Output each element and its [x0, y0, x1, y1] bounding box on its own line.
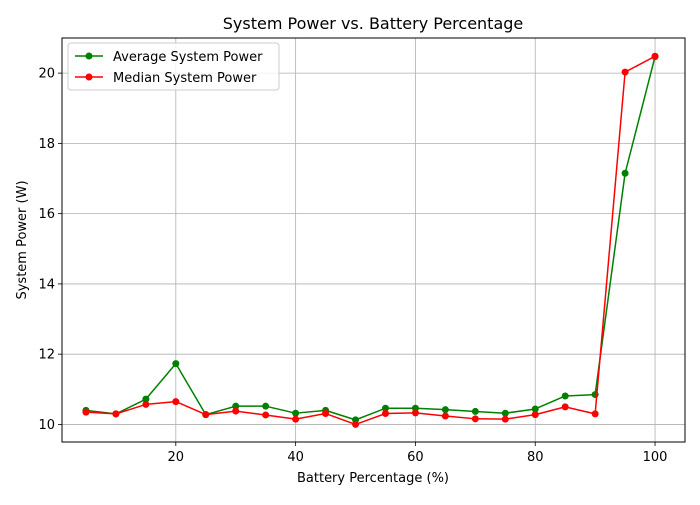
data-point-average [621, 169, 629, 177]
data-point-median [651, 52, 659, 60]
y-tick-label: 14 [38, 277, 55, 292]
x-tick-label: 40 [287, 450, 304, 465]
data-point-median [292, 415, 300, 423]
legend-label-median: Median System Power [113, 71, 257, 86]
data-point-median [531, 411, 539, 419]
y-tick-label: 18 [38, 137, 55, 152]
legend-box [67, 42, 280, 91]
x-axis-label: Battery Percentage (%) [297, 471, 449, 486]
data-point-median [352, 420, 360, 428]
data-point-average [292, 409, 300, 417]
legend-marker-median [85, 73, 93, 81]
plot-frame [61, 37, 686, 443]
data-point-median [142, 400, 150, 408]
data-point-average [471, 407, 479, 415]
y-axis-label: System Power (W) [15, 180, 30, 299]
legend: Average System Power Median System Power [67, 42, 280, 91]
data-point-average [531, 405, 539, 413]
y-tick-label: 16 [38, 207, 55, 222]
x-tick-label: 20 [168, 450, 185, 465]
data-point-average [142, 395, 150, 403]
series-lines [82, 52, 659, 428]
legend-marker-average [85, 52, 93, 60]
data-point-median [621, 68, 629, 76]
data-point-average [441, 406, 449, 414]
data-point-median [202, 411, 210, 419]
data-point-median [172, 398, 180, 406]
data-point-average [232, 402, 240, 410]
data-point-median [561, 403, 569, 411]
chart-title: System Power vs. Battery Percentage [223, 14, 524, 33]
x-tick-label: 60 [407, 450, 424, 465]
data-point-average [172, 360, 180, 368]
x-tick-label: 80 [527, 450, 544, 465]
data-point-median [112, 410, 120, 418]
y-tick-label: 10 [38, 418, 55, 433]
y-tick-label: 20 [38, 67, 55, 82]
data-point-average [501, 409, 509, 417]
data-point-median [441, 412, 449, 420]
y-tick-label: 12 [38, 348, 55, 363]
data-point-average [262, 402, 270, 410]
legend-label-average: Average System Power [113, 50, 263, 65]
data-point-median [471, 415, 479, 423]
series-line-average [85, 56, 656, 421]
grid-lines [62, 38, 685, 442]
data-point-median [232, 407, 240, 415]
data-point-median [501, 415, 509, 423]
data-point-median [381, 410, 389, 418]
data-point-median [82, 408, 90, 416]
data-point-median [322, 410, 330, 418]
data-point-average [561, 392, 569, 400]
x-tick-label: 100 [643, 450, 668, 465]
data-point-median [262, 411, 270, 419]
series-line-median [85, 55, 656, 426]
axis-ticks: 20 40 60 80 100 10 12 14 16 18 20 [38, 67, 667, 465]
data-point-median [411, 409, 419, 417]
data-point-median [591, 410, 599, 418]
data-point-average [381, 404, 389, 412]
